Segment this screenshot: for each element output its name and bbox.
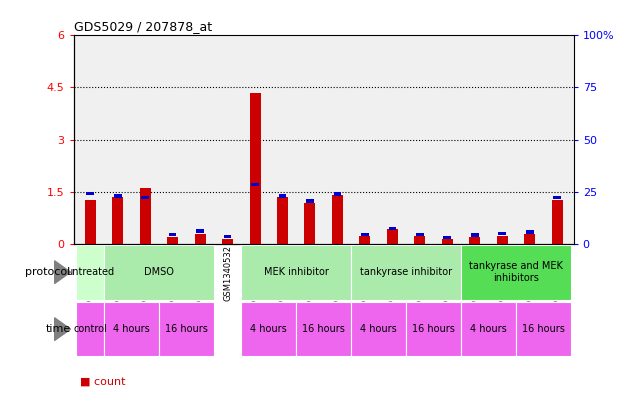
- Bar: [304, 203, 315, 244]
- Text: protocol: protocol: [25, 267, 71, 277]
- Text: 4 hours: 4 hours: [470, 324, 507, 334]
- Bar: [279, 195, 287, 198]
- Polygon shape: [54, 261, 71, 284]
- Bar: [76, 302, 104, 356]
- Bar: [442, 239, 453, 244]
- Bar: [114, 195, 122, 198]
- Bar: [104, 245, 214, 299]
- Bar: [416, 233, 424, 236]
- Bar: [76, 245, 104, 299]
- Bar: [195, 234, 206, 244]
- Bar: [224, 235, 231, 239]
- Bar: [361, 233, 369, 236]
- Bar: [360, 236, 370, 244]
- Bar: [332, 195, 343, 244]
- Polygon shape: [54, 318, 71, 340]
- Bar: [140, 188, 151, 244]
- Bar: [469, 237, 480, 244]
- Text: tankyrase inhibitor: tankyrase inhibitor: [360, 267, 452, 277]
- Bar: [141, 196, 149, 199]
- Text: 16 hours: 16 hours: [412, 324, 455, 334]
- Bar: [406, 302, 461, 356]
- Bar: [85, 200, 96, 244]
- Bar: [461, 302, 516, 356]
- Bar: [222, 239, 233, 244]
- Bar: [351, 245, 461, 299]
- Bar: [524, 234, 535, 244]
- Text: GDS5029 / 207878_at: GDS5029 / 207878_at: [74, 20, 212, 33]
- Bar: [167, 237, 178, 244]
- Bar: [169, 233, 176, 236]
- Bar: [387, 229, 398, 244]
- Bar: [552, 200, 563, 244]
- Text: ■ count: ■ count: [80, 376, 126, 386]
- Bar: [196, 229, 204, 233]
- Text: 4 hours: 4 hours: [251, 324, 287, 334]
- Bar: [526, 230, 533, 234]
- Bar: [499, 232, 506, 235]
- Text: tankyrase and MEK
inhibitors: tankyrase and MEK inhibitors: [469, 261, 563, 283]
- Bar: [87, 191, 94, 195]
- Text: 4 hours: 4 hours: [360, 324, 397, 334]
- Bar: [241, 302, 296, 356]
- Bar: [296, 302, 351, 356]
- Bar: [516, 302, 571, 356]
- Text: MEK inhibitor: MEK inhibitor: [264, 267, 329, 277]
- Bar: [471, 233, 479, 237]
- Bar: [306, 199, 314, 203]
- Bar: [553, 196, 561, 199]
- Text: DMSO: DMSO: [144, 267, 174, 277]
- Text: 16 hours: 16 hours: [165, 324, 208, 334]
- Bar: [461, 245, 571, 299]
- Text: time: time: [46, 324, 71, 334]
- Text: 16 hours: 16 hours: [522, 324, 565, 334]
- Bar: [414, 236, 426, 244]
- Bar: [388, 227, 396, 230]
- Bar: [333, 192, 341, 196]
- Bar: [104, 302, 159, 356]
- Text: 4 hours: 4 hours: [113, 324, 150, 334]
- Bar: [112, 197, 123, 244]
- Bar: [351, 302, 406, 356]
- Bar: [251, 183, 259, 186]
- Bar: [444, 236, 451, 239]
- Bar: [159, 302, 214, 356]
- Text: 16 hours: 16 hours: [303, 324, 345, 334]
- Bar: [277, 197, 288, 244]
- Bar: [241, 245, 351, 299]
- Bar: [249, 93, 260, 244]
- Bar: [497, 236, 508, 244]
- Text: control: control: [73, 324, 107, 334]
- Text: untreated: untreated: [66, 267, 114, 277]
